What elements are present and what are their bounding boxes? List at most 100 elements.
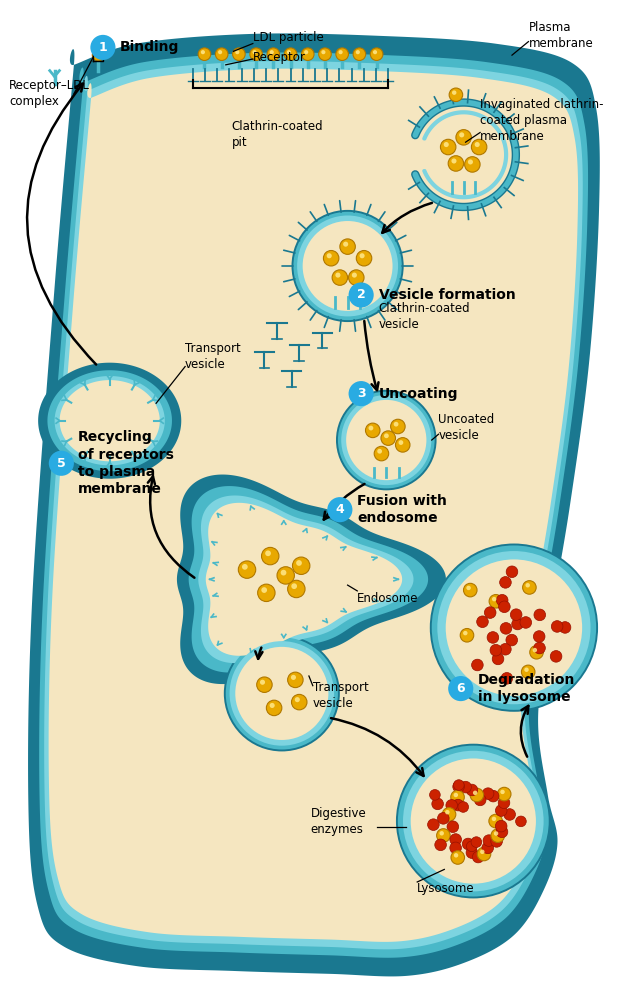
Circle shape — [356, 50, 360, 54]
Circle shape — [474, 794, 486, 806]
Circle shape — [525, 583, 530, 588]
Text: 1: 1 — [98, 41, 107, 54]
Circle shape — [411, 758, 536, 884]
Circle shape — [432, 545, 596, 710]
Circle shape — [348, 381, 374, 406]
Circle shape — [336, 48, 348, 60]
Circle shape — [551, 621, 563, 632]
Circle shape — [498, 601, 510, 613]
Circle shape — [534, 642, 546, 654]
Circle shape — [270, 50, 274, 54]
Circle shape — [482, 842, 493, 854]
Circle shape — [515, 816, 526, 827]
Circle shape — [530, 645, 543, 659]
Circle shape — [369, 426, 374, 430]
Circle shape — [391, 419, 405, 434]
Circle shape — [399, 440, 403, 445]
Circle shape — [266, 700, 282, 716]
Circle shape — [323, 250, 339, 266]
Polygon shape — [38, 363, 181, 479]
Circle shape — [357, 250, 372, 266]
Circle shape — [430, 790, 440, 800]
Circle shape — [346, 400, 427, 480]
Circle shape — [500, 643, 511, 655]
Circle shape — [498, 787, 511, 801]
Circle shape — [494, 831, 498, 836]
Circle shape — [437, 829, 450, 842]
Circle shape — [490, 644, 501, 656]
Circle shape — [500, 577, 512, 588]
Text: Degradation
in lysosome: Degradation in lysosome — [478, 673, 576, 704]
Text: Recycling
of receptors
to plasma
membrane: Recycling of receptors to plasma membran… — [77, 430, 174, 496]
Circle shape — [92, 49, 104, 61]
Text: Endosome: Endosome — [357, 592, 419, 605]
Circle shape — [238, 561, 256, 578]
Text: Clathrin-coated
pit: Clathrin-coated pit — [232, 120, 323, 149]
Circle shape — [352, 273, 357, 278]
Circle shape — [458, 802, 469, 812]
Text: Fusion with
endosome: Fusion with endosome — [357, 494, 447, 525]
Circle shape — [480, 850, 484, 854]
Circle shape — [471, 837, 482, 847]
Circle shape — [477, 616, 488, 628]
Polygon shape — [188, 486, 428, 673]
Circle shape — [384, 433, 389, 438]
Circle shape — [304, 50, 308, 54]
Circle shape — [435, 839, 447, 851]
Circle shape — [454, 793, 458, 797]
Polygon shape — [177, 475, 446, 684]
Circle shape — [501, 673, 513, 684]
Circle shape — [483, 788, 494, 799]
Polygon shape — [47, 370, 172, 471]
Circle shape — [338, 50, 343, 54]
Circle shape — [512, 618, 524, 630]
Circle shape — [287, 50, 291, 54]
Circle shape — [449, 88, 462, 102]
Text: Receptor: Receptor — [253, 51, 306, 64]
Circle shape — [218, 50, 222, 54]
Circle shape — [496, 826, 508, 838]
Circle shape — [226, 637, 338, 750]
Circle shape — [381, 431, 396, 445]
Text: Lysosome: Lysosome — [417, 882, 475, 895]
Circle shape — [396, 438, 410, 452]
Circle shape — [335, 273, 340, 278]
Circle shape — [353, 48, 365, 60]
Circle shape — [291, 675, 296, 680]
Polygon shape — [44, 61, 583, 949]
Circle shape — [471, 139, 487, 155]
Circle shape — [489, 814, 502, 828]
Circle shape — [495, 820, 507, 832]
Text: Receptor–LDL
complex: Receptor–LDL complex — [9, 79, 90, 108]
Polygon shape — [198, 495, 413, 663]
Circle shape — [302, 48, 314, 60]
Circle shape — [448, 676, 473, 701]
Text: Transport
vesicle: Transport vesicle — [185, 342, 241, 371]
Circle shape — [242, 564, 248, 570]
Circle shape — [466, 841, 477, 852]
Circle shape — [291, 583, 297, 589]
Text: Plasma
membrane: Plasma membrane — [529, 21, 593, 50]
Circle shape — [296, 560, 302, 566]
Circle shape — [374, 446, 389, 461]
Circle shape — [451, 851, 464, 864]
Circle shape — [373, 50, 377, 54]
Circle shape — [336, 390, 437, 490]
Text: LDL particle: LDL particle — [253, 31, 324, 44]
Circle shape — [500, 623, 512, 634]
Circle shape — [398, 746, 549, 896]
Circle shape — [365, 423, 380, 438]
Circle shape — [198, 48, 211, 60]
Circle shape — [348, 282, 374, 308]
Circle shape — [396, 744, 551, 898]
Circle shape — [277, 567, 294, 584]
Circle shape — [462, 838, 474, 850]
Text: Binding: Binding — [119, 40, 179, 54]
Circle shape — [292, 694, 307, 710]
Circle shape — [328, 497, 352, 522]
Circle shape — [491, 836, 502, 847]
Circle shape — [559, 622, 571, 633]
Circle shape — [450, 842, 461, 854]
Circle shape — [258, 584, 275, 602]
Circle shape — [468, 159, 473, 165]
